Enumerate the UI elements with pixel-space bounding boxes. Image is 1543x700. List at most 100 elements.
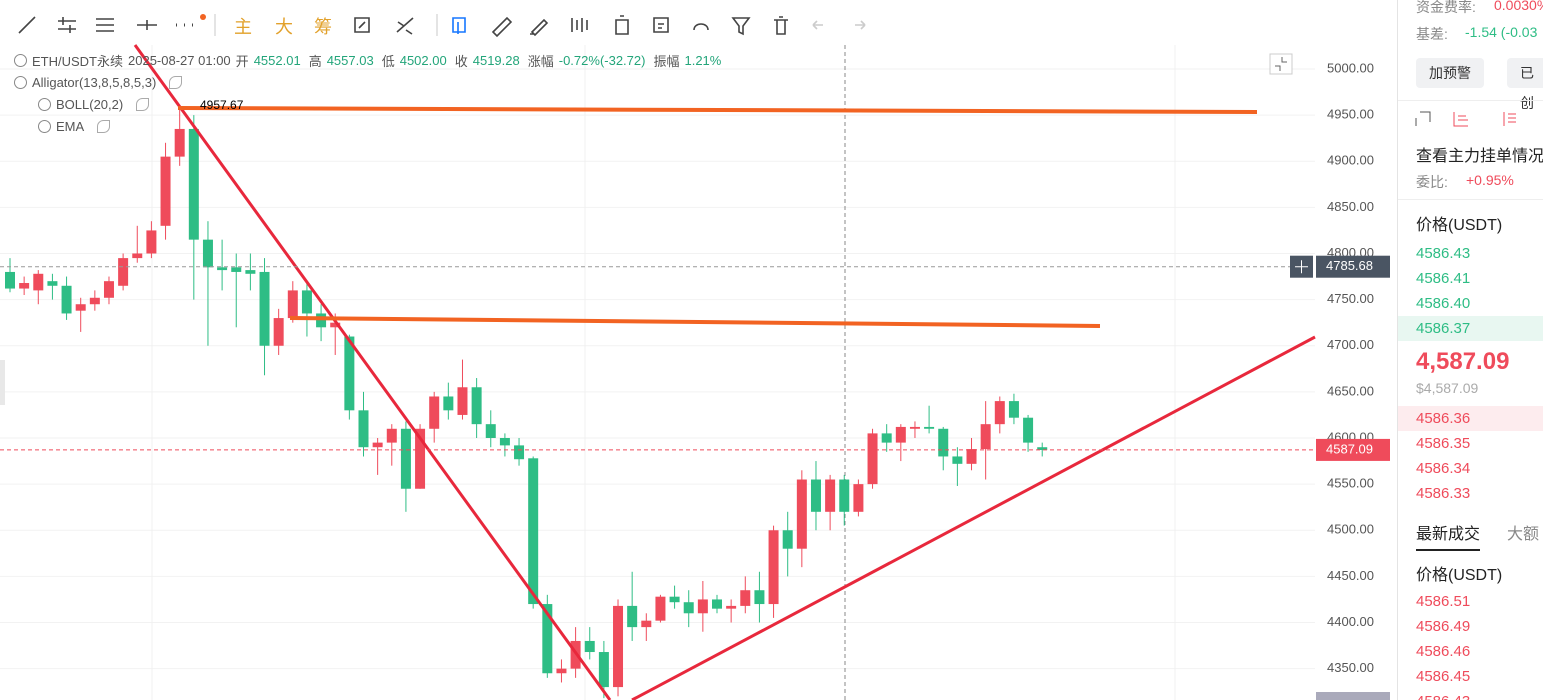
view-icon[interactable] [1503,112,1516,126]
price-tags: 4785.68 4587.09 [0,255,1390,461]
last-price-usd: $4,587.09 [1416,380,1479,396]
price: 4586.51 [1416,593,1471,610]
candle-body [1037,447,1048,450]
y-tick-label: 4750.00 [1327,291,1374,306]
ruler-tool[interactable] [491,16,513,38]
measure-tool[interactable] [396,17,414,35]
view-icon[interactable] [1415,111,1431,126]
toolbar: 主 大 筹 [0,0,1390,48]
candle-body [613,605,624,688]
depth-title[interactable]: 查看主力挂单情况 [1416,148,1543,165]
high-label: 4957.67 [200,98,244,112]
candle-body [160,156,171,226]
indicators: Alligator(13,8,5,8,5,3) BOLL(20,2) EMA [14,71,724,137]
candle-body [47,281,58,286]
book-header: 价格(USDT) [1416,217,1503,234]
trendline [631,335,1316,700]
magnet2-tool[interactable] [693,23,709,31]
candle-body [217,267,228,271]
candle-body [5,271,15,289]
candle-body [301,290,312,314]
redo[interactable] [855,20,866,30]
candle-body [400,428,411,489]
y-tick-label: 4900.00 [1327,153,1374,168]
ratio-value: +0.95% [1466,172,1514,188]
resistance-line [177,106,1258,114]
candle-body [669,596,680,603]
view-icon[interactable] [1453,112,1468,127]
y-tick-label: 4950.00 [1327,107,1374,122]
candle-body [514,445,525,460]
y-tick-label: 4550.00 [1327,476,1374,491]
price: 4586.45 [1416,668,1471,685]
field-label: 振幅 [653,53,680,69]
symbol: ETH/USDT永续 [32,53,124,69]
alert-button[interactable]: 加预警 [1416,58,1484,88]
candle-body [485,424,496,438]
candle-body [457,387,468,415]
magnet-tool[interactable] [354,17,370,33]
price: 4586.34 [1416,460,1471,477]
zoom-button[interactable] [1269,53,1293,75]
row-highlight [1398,316,1543,341]
candle-body [132,253,143,259]
chips-button[interactable]: 筹 [314,17,332,37]
price: 4586.43 [1416,245,1471,262]
candle-body [584,640,595,653]
y-tick-label: 5000.00 [1327,60,1374,75]
candle-body [966,449,977,464]
large-tab[interactable]: 大额 [1507,526,1540,543]
candle-body [655,596,666,621]
pen-tool[interactable] [530,18,549,37]
last_price-tag [1316,438,1390,461]
candle-body [994,401,1005,425]
field-label: 涨幅 [527,53,554,69]
undo[interactable] [812,20,823,30]
candle-body [231,267,242,272]
candle-body [697,599,708,614]
price: 4586.41 [1416,270,1471,287]
candle-body [358,410,369,448]
lock-tool[interactable] [615,15,629,35]
toolbar-icons [18,14,866,38]
line-tool[interactable] [18,16,36,34]
candle-body [330,322,341,328]
large-button[interactable]: 大 [275,17,293,37]
ray-tool[interactable] [137,20,157,30]
collapse-icon[interactable] [14,53,27,67]
candle-body [344,336,355,411]
field-value: 1.21% [684,52,722,68]
created-button[interactable]: 已创 [1507,58,1543,111]
y-tick-label: 4650.00 [1327,383,1374,398]
note-tool[interactable] [653,17,669,33]
indicator: EMA [14,115,724,137]
candle-body [1008,401,1019,418]
left-tab[interactable] [0,360,5,405]
trades-header: 价格(USDT) [1416,567,1503,584]
trades-tab[interactable]: 最新成交 [1416,520,1481,551]
candle-body [415,428,426,489]
candles [5,107,1048,699]
indicator-name: BOLL(20,2) [56,96,124,112]
pattern-tool[interactable] [571,18,588,32]
candle-body [33,273,44,291]
funding-value: 0.0030% [1494,0,1543,13]
candle-body [556,668,567,674]
candle-body [796,479,807,549]
side-panel: 资金费率: 0.0030% 基差: -1.54 (-0.03 加预警 已创 查看… [1397,0,1543,700]
candle-body [316,313,327,328]
bell-icon [38,97,51,111]
y-tick-label: 4500.00 [1327,522,1374,537]
candle-body [712,599,722,609]
y-tick-label: 4450.00 [1327,568,1374,583]
main-button[interactable]: 主 [234,17,252,37]
trendline [133,44,612,700]
hline-tool[interactable] [58,17,76,33]
filter-tool[interactable] [731,17,751,36]
channel-tool[interactable] [96,18,114,32]
delete-tool[interactable] [774,16,788,35]
last-price: 4,587.09 [1416,348,1510,375]
layer-tool[interactable] [452,17,466,34]
candle-body [443,396,454,411]
